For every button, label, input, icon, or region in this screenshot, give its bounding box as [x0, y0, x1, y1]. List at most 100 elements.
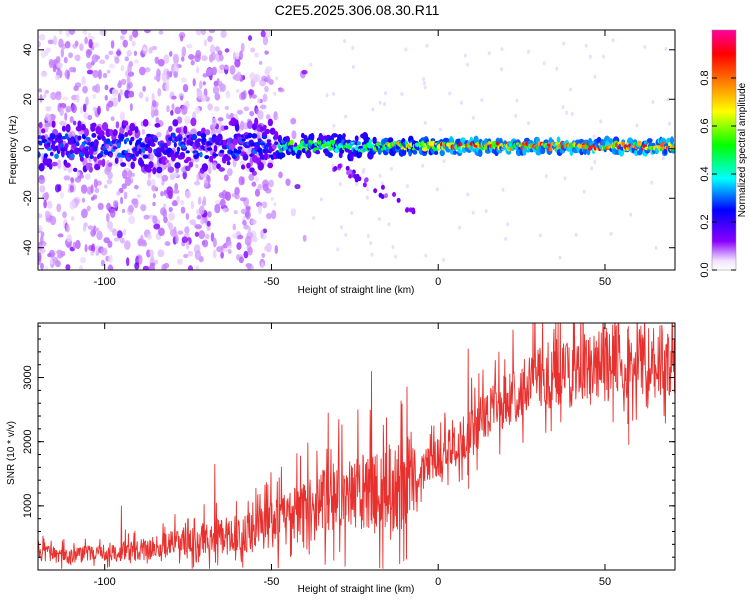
spectrogram-ridge-halo [101, 158, 106, 168]
spectrogram-noise-cell [261, 201, 268, 209]
spectrogram-noise-cell [38, 34, 46, 41]
spectrogram-ytick-label: 40 [22, 44, 34, 56]
spectrogram-ridge-core [201, 137, 206, 143]
spectrogram-ridge-core [176, 146, 181, 153]
spectrogram-ridge-halo [51, 120, 56, 128]
spectrogram-ridge-halo [124, 131, 129, 138]
spectrogram-noise-cell [599, 119, 603, 124]
spectrogram-noise-cell [121, 183, 127, 190]
spectrogram-ridge-halo [305, 149, 312, 159]
spectrogram-noise-cell [106, 221, 113, 230]
spectrogram-noise-cell [207, 35, 213, 43]
spectrogram-noise-cell [182, 84, 189, 93]
spectrogram-noise-cell [235, 51, 240, 60]
spectrogram-ridge-halo [327, 152, 333, 159]
spectrogram-noise-cell [99, 30, 106, 36]
spectrogram-noise-cell [243, 250, 249, 259]
spectrogram-noise-cell [261, 75, 268, 82]
spectrogram-noise-cell [128, 215, 136, 225]
spectrogram-noise-cell [163, 54, 170, 64]
spectrogram-ridge-halo [453, 150, 457, 155]
spectrogram-ridge-halo [271, 143, 277, 150]
spectrogram-noise-cell [160, 207, 167, 216]
spectrogram-noise-cell [44, 113, 52, 122]
spectrogram-noise-cell [423, 120, 427, 125]
spectrogram-noise-cell [38, 174, 45, 180]
spectrogram-ridge-halo [216, 163, 221, 170]
spectrogram-noise-cell [458, 225, 462, 230]
spectrogram-ridge-core [191, 134, 198, 140]
spectrogram-noise-cell [141, 128, 146, 135]
spectrogram-noise-cell [245, 205, 251, 211]
spectrogram-noise-cell [120, 237, 125, 244]
spectrogram-noise-cell [124, 56, 130, 62]
spectrogram-noise-cell [62, 211, 67, 219]
spectrogram-noise-cell [351, 65, 355, 70]
spectrogram-trail-cell [384, 193, 389, 199]
spectrogram-ridge-core [289, 139, 294, 146]
spectrogram-noise-cell [72, 120, 77, 126]
spectrogram-noise-cell [59, 191, 64, 199]
spectrogram-noise-cell [64, 112, 68, 121]
spectrogram-noise-cell [264, 245, 269, 252]
spectrogram-noise-cell [108, 254, 113, 264]
spectrogram-ridge-core [89, 154, 94, 159]
spectrogram-noise-cell [117, 82, 122, 89]
spectrogram-noise-cell [85, 96, 89, 106]
spectrogram-noise-cell [181, 46, 187, 57]
spectrogram-noise-cell [88, 38, 93, 49]
spectrogram-noise-cell [195, 66, 200, 74]
spectrogram-noise-cell [185, 212, 190, 220]
spectrogram-noise-cell [126, 50, 132, 57]
spectrogram-noise-cell [404, 47, 408, 52]
spectrogram-noise-cell [108, 63, 116, 69]
spectrogram-noise-cell [44, 265, 48, 270]
spectrogram-noise-cell [133, 198, 139, 209]
spectrogram-ridge-core [142, 154, 149, 159]
spectrogram-noise-cell [40, 262, 44, 270]
spectrogram-ridge-halo [134, 126, 139, 134]
spectrogram-noise-cell [561, 105, 565, 110]
spectrogram-noise-cell [214, 93, 221, 101]
spectrogram-noise-cell [218, 192, 225, 198]
spectrogram-noise-cell [69, 116, 74, 124]
spectrogram-ridge-halo [93, 156, 97, 162]
spectrogram-noise-cell [233, 210, 238, 215]
spectrogram-noise-cell [92, 42, 100, 48]
spectrogram-xtick-label: 50 [599, 276, 611, 288]
spectrogram-ridge-halo [439, 149, 445, 157]
spectrogram-noise-cell [129, 34, 133, 42]
spectrogram-noise-cell [247, 35, 253, 41]
spectrogram-noise-cell [226, 168, 233, 177]
spectrogram-noise-cell [90, 184, 94, 194]
spectrogram-noise-cell [92, 94, 97, 99]
spectrogram-ridge-core [362, 147, 367, 153]
spectrogram-noise-cell [312, 216, 316, 221]
spectrogram-noise-cell [250, 219, 257, 225]
spectrogram-noise-cell [80, 208, 88, 219]
spectrogram-noise-cell [122, 169, 128, 180]
spectrogram-noise-cell [332, 91, 336, 96]
spectrogram-noise-cell [66, 233, 73, 243]
spectrogram-noise-cell [161, 180, 165, 186]
spectrogram-noise-cell [664, 47, 668, 52]
spectrogram-ridge-halo [242, 153, 249, 161]
spectrogram-trail-cell [378, 192, 383, 198]
spectrogram-ridge-halo [310, 132, 315, 141]
spectrogram-noise-cell [168, 212, 175, 221]
spectrogram-noise-cell [87, 114, 93, 121]
spectrogram-ridge-core [38, 151, 41, 158]
spectrogram-ridge-core [85, 146, 90, 150]
spectrogram-noise-cell [224, 105, 229, 111]
spectrogram-noise-cell [106, 202, 112, 211]
spectrogram-noise-cell [438, 127, 442, 132]
spectrogram-ridge-halo [183, 125, 188, 135]
spectrogram-ridge-halo [174, 162, 181, 169]
spectrogram-noise-cell [369, 241, 373, 246]
spectrogram-noise-cell [122, 39, 128, 48]
spectrogram-noise-cell [195, 49, 202, 59]
spectrogram-noise-cell [113, 237, 120, 242]
spectrogram-noise-cell [654, 245, 658, 250]
spectrogram-ridge-core [38, 141, 43, 146]
spectrogram-noise-cell [192, 78, 196, 87]
